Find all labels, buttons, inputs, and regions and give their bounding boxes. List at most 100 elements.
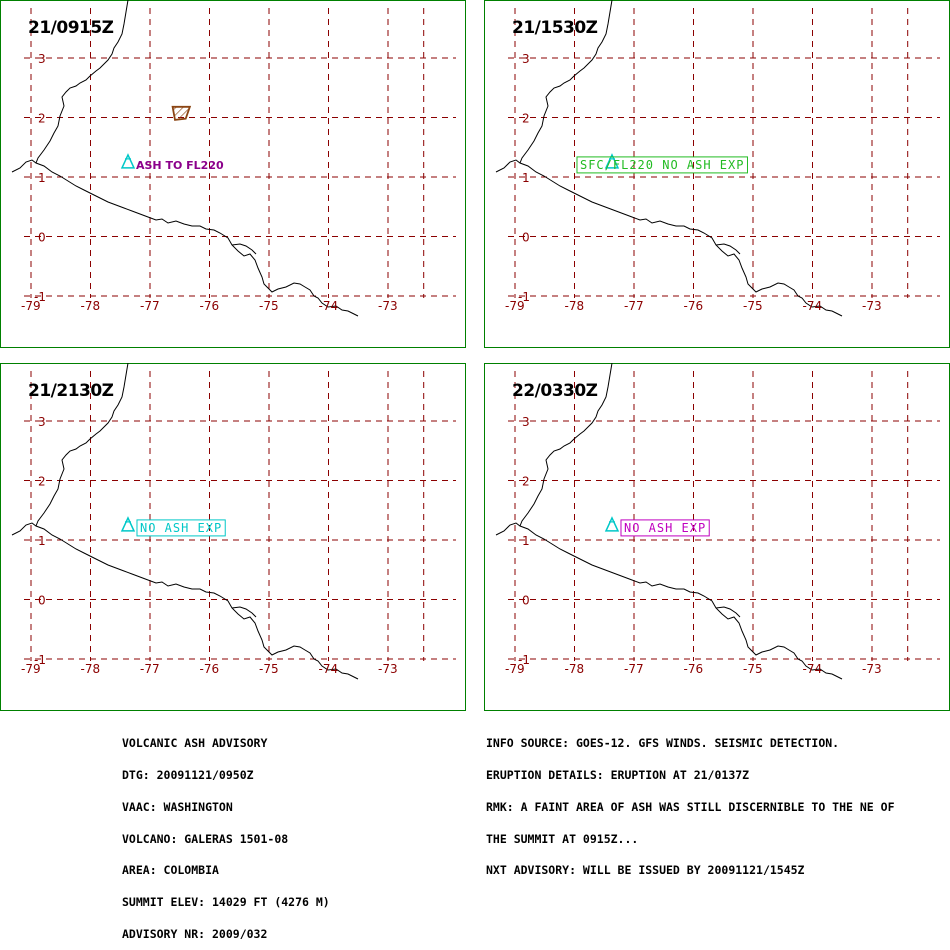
longitude-tick-label: -74: [319, 662, 339, 676]
advisory-line: ADVISORY NR: 2009/032: [122, 926, 268, 941]
longitude-tick-label: -73: [378, 662, 398, 676]
panel-time: 22/0330Z: [512, 381, 598, 401]
longitude-tick-label: -76: [684, 662, 704, 676]
latitude-tick-label: 0: [522, 231, 530, 245]
map-canvas-1: -79 -78 -77 -76 -75 -74 -73 3 2 1 0 -1 ASH TO FL220: [0, 0, 466, 348]
latitude-tick-label: 2: [38, 475, 46, 489]
ash-status-box: [576, 156, 748, 174]
latitude-tick-label: 0: [38, 594, 46, 608]
latitude-tick-label: 0: [38, 231, 46, 245]
volcano-triangle-icon: [120, 516, 136, 532]
latitude-tick-label: 3: [38, 415, 46, 429]
coastline: [11, 522, 359, 680]
advisory-line: INFO SOURCE: GOES-12. GFS WINDS. SEISMIC…: [486, 736, 840, 751]
ash-status-box: [620, 519, 710, 537]
coastline-east: [231, 606, 257, 618]
latitude-tick-label: 1: [522, 171, 530, 185]
longitude-tick-label: -76: [200, 299, 220, 313]
longitude-tick-label: -74: [803, 299, 823, 313]
map-panel-1: -79 -78 -77 -76 -75 -74 -73 3 2 1 0 -1 ASH TO FL220 …: [0, 0, 466, 348]
advisory-line: SUMMIT ELEV: 14029 FT (4276 M): [122, 895, 330, 910]
ash-status-label: ASH TO FL220: [136, 159, 224, 172]
coastline: [495, 522, 843, 680]
ash-status-label: NO ASH EXP: [140, 521, 222, 535]
coastline-north: [35, 363, 129, 527]
ash-status-label: SFC/FL220 NO ASH EXP: [580, 158, 745, 172]
advisory-line: DTG: 20091121/0950Z: [122, 767, 254, 782]
latitude-tick-label: -1: [34, 290, 46, 304]
latitude-tick-label: -1: [518, 290, 530, 304]
coastline: [495, 159, 843, 317]
longitude-tick-label: -77: [140, 299, 160, 313]
ash-status-label: NO ASH EXP: [624, 521, 706, 535]
longitude-tick-label: -77: [624, 299, 644, 313]
longitude-tick-label: -77: [624, 662, 644, 676]
panel-frame: [0, 363, 466, 711]
longitude-tick-label: -79: [505, 299, 525, 313]
latitude-tick-label: -1: [34, 653, 46, 667]
advisory-text-right: INFO SOURCE: GOES-12. GFS WINDS. SEISMIC…: [486, 717, 895, 887]
advisory-line: NXT ADVISORY: WILL BE ISSUED BY 20091121…: [486, 863, 805, 878]
advisory-line: VOLCANIC ASH ADVISORY: [122, 736, 268, 751]
map-panel-4: -79 -78 -77 -76 -75 -74 -73 3 2 1 0 -1 NO ASH EXP 22…: [484, 363, 950, 711]
longitude-tick-label: -75: [743, 662, 763, 676]
longitude-tick-label: -75: [259, 299, 279, 313]
latitude-tick-label: 3: [38, 52, 46, 66]
longitude-tick-label: -74: [803, 662, 823, 676]
coastline-north: [519, 0, 613, 164]
longitude-tick-label: -78: [81, 662, 101, 676]
longitude-tick-label: -74: [319, 299, 339, 313]
longitude-tick-label: -79: [21, 662, 41, 676]
coastline-east: [715, 606, 741, 618]
panel-time: 21/0915Z: [28, 18, 114, 38]
advisory-line: VOLCANO: GALERAS 1501-08: [122, 831, 289, 846]
panel-frame: [484, 0, 950, 348]
longitude-tick-label: -73: [862, 299, 882, 313]
coastline-east: [715, 243, 741, 255]
advisory-line: VAAC: WASHINGTON: [122, 799, 233, 814]
latitude-tick-label: 3: [522, 52, 530, 66]
advisory-line: THE SUMMIT AT 0915Z...: [486, 831, 639, 846]
latitude-tick-label: 1: [522, 534, 530, 548]
advisory-line: RMK: A FAINT AREA OF ASH WAS STILL DISCE…: [486, 799, 895, 814]
advisory-line: AREA: COLOMBIA: [122, 863, 219, 878]
latitude-tick-label: 2: [522, 112, 530, 126]
volcano-triangle-icon: [120, 153, 136, 169]
longitude-tick-label: -78: [565, 662, 585, 676]
latitude-tick-label: 3: [522, 415, 530, 429]
longitude-tick-label: -79: [21, 299, 41, 313]
latitude-tick-label: 0: [522, 594, 530, 608]
longitude-tick-label: -76: [684, 299, 704, 313]
coastline-east: [231, 243, 257, 255]
volcano-triangle-icon: [604, 516, 620, 532]
longitude-tick-label: -75: [259, 662, 279, 676]
panel-frame: [0, 0, 466, 348]
map-canvas-4: -79 -78 -77 -76 -75 -74 -73 3 2 1 0 -1 NO ASH EXP: [484, 363, 950, 711]
longitude-tick-label: -76: [200, 662, 220, 676]
longitude-tick-label: -73: [378, 299, 398, 313]
coastline-north: [519, 363, 613, 527]
longitude-tick-label: -78: [565, 299, 585, 313]
panel-time: 21/1530Z: [512, 18, 598, 38]
panel-frame: [484, 363, 950, 711]
latitude-tick-label: 2: [38, 112, 46, 126]
panel-time: 21/2130Z: [28, 381, 114, 401]
map-panel-3: -79 -78 -77 -76 -75 -74 -73 3 2 1 0 -1 NO ASH EXP 21…: [0, 363, 466, 711]
longitude-tick-label: -79: [505, 662, 525, 676]
ash-status-box: [136, 519, 226, 537]
latitude-tick-label: -1: [518, 653, 530, 667]
advisory-line: ERUPTION DETAILS: ERUPTION AT 21/0137Z: [486, 767, 750, 782]
advisory-text-left: VOLCANIC ASH ADVISORY DTG: 20091121/0950…: [122, 717, 330, 950]
latitude-tick-label: 2: [522, 475, 530, 489]
longitude-tick-label: -78: [81, 299, 101, 313]
map-panel-2: -79 -78 -77 -76 -75 -74 -73 3 2 1 0 -1 SFC/FL220 NO …: [484, 0, 950, 348]
map-canvas-3: -79 -78 -77 -76 -75 -74 -73 3 2 1 0 -1 NO ASH EXP: [0, 363, 466, 711]
latitude-tick-label: 1: [38, 171, 46, 185]
ash-cloud-polygon: [171, 105, 192, 121]
latitude-tick-label: 1: [38, 534, 46, 548]
volcano-triangle-icon: [604, 153, 620, 169]
longitude-tick-label: -75: [743, 299, 763, 313]
longitude-tick-label: -73: [862, 662, 882, 676]
coastline-north: [35, 0, 129, 164]
coastline: [11, 159, 359, 317]
